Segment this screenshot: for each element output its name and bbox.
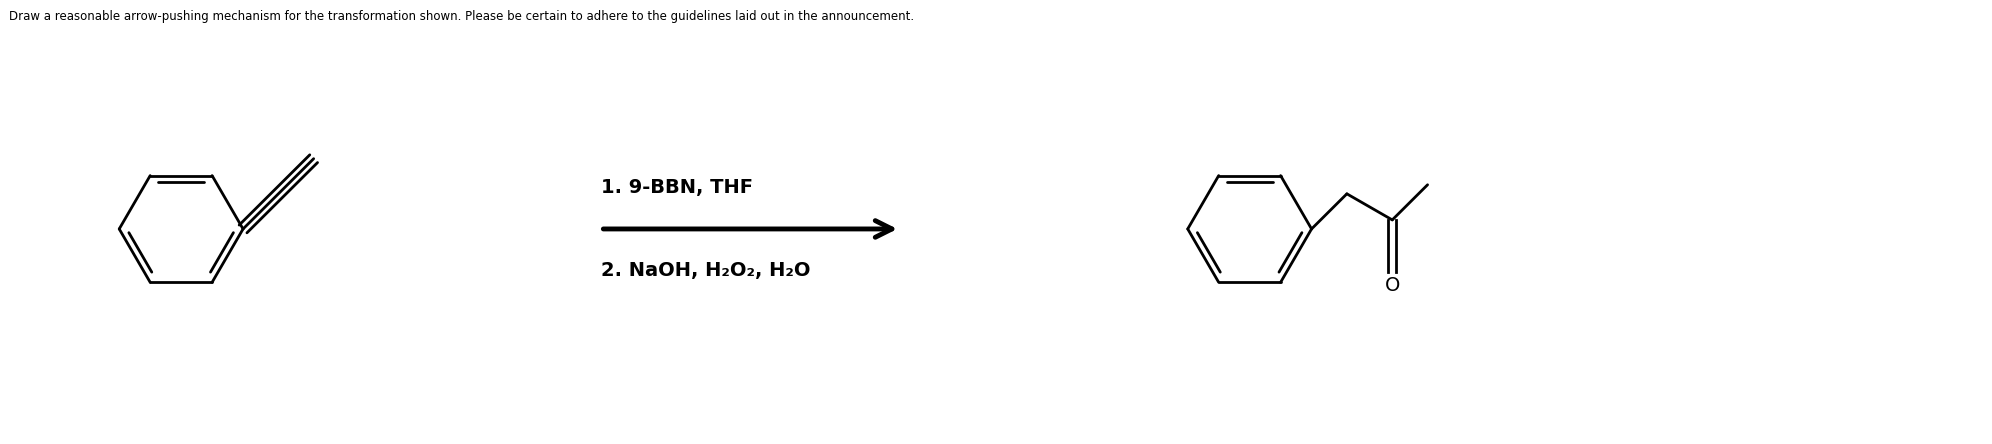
Text: 2. NaOH, H₂O₂, H₂O: 2. NaOH, H₂O₂, H₂O [600,261,811,280]
Text: O: O [1384,276,1400,294]
Text: 1. 9-BBN, THF: 1. 9-BBN, THF [600,178,753,197]
Text: Draw a reasonable arrow-pushing mechanism for the transformation shown. Please b: Draw a reasonable arrow-pushing mechanis… [10,10,914,24]
